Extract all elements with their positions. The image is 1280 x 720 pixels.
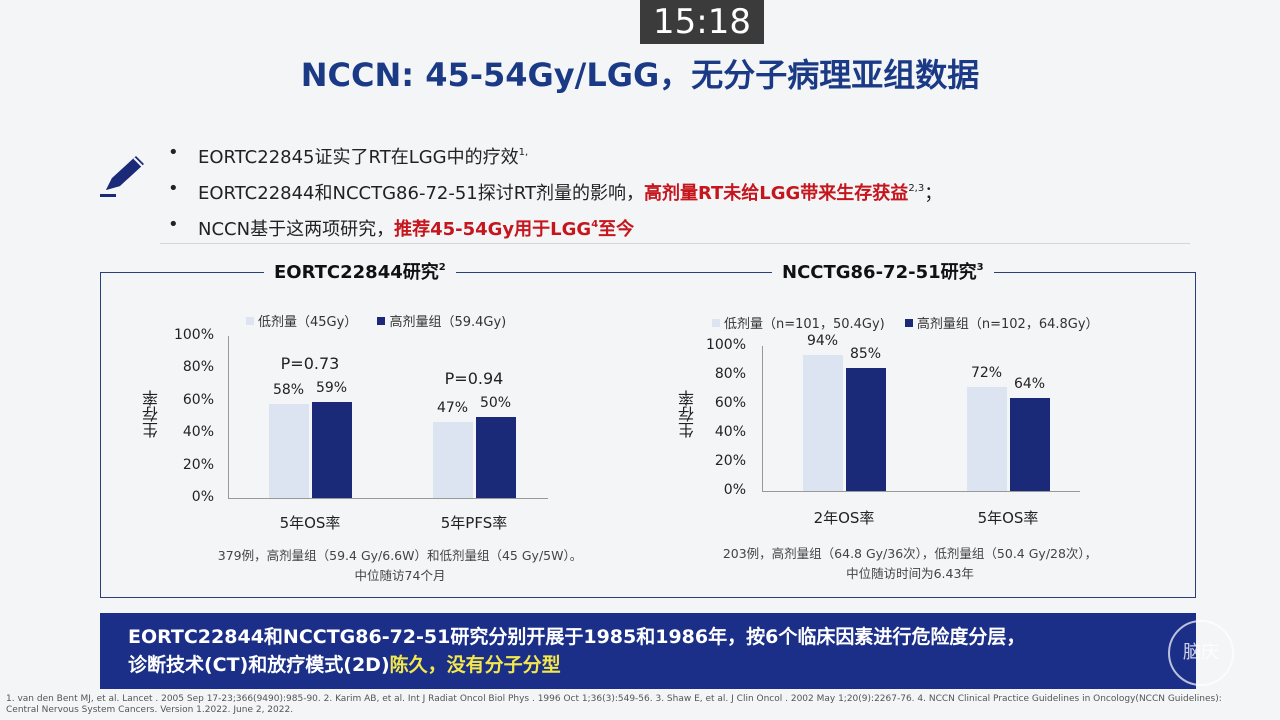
bullet-text: NCCN基于这两项研究， [198, 219, 395, 240]
x-axis-line [228, 498, 548, 499]
footnote-ref: 4 [591, 219, 599, 230]
left-legend: 低剂量（45Gy） 高剂量组（59.4Gy) [246, 311, 506, 330]
bar [475, 417, 516, 498]
x-tick-label: 5年PFS率 [440, 514, 508, 532]
legend-swatch [246, 317, 254, 325]
bar [311, 402, 352, 498]
summary-banner: EORTC22844和NCCTG86-72-51研究分别开展于1985和1986… [100, 613, 1196, 689]
y-tick-label: 80% [714, 366, 746, 382]
references: 1. van den Bent MJ, et al. Lancet . 2005… [6, 694, 1222, 715]
x-tick-label: 2年OS率 [813, 509, 875, 527]
x-tick-label: 5年OS率 [279, 514, 341, 532]
y-tick-label: 100% [705, 337, 746, 353]
timer-display: 15:18 [640, 0, 764, 44]
left-y-axis-label: 生存率 [142, 390, 161, 438]
right-y-axis-label: 生存率 [678, 390, 697, 438]
divider [160, 243, 1190, 244]
highlight-text: 高剂量RT未给LGG带来生存获益 [643, 183, 909, 204]
right-study-title: NCCTG86-72-51研究3 [772, 258, 994, 284]
y-tick-label: 100% [173, 327, 214, 343]
y-tick-label: 0% [723, 482, 746, 498]
y-axis-line [762, 346, 763, 491]
data-label: 85% [849, 345, 882, 362]
bar [802, 354, 843, 491]
bullet-text: EORTC22845证实了RT在LGG中的疗效 [198, 147, 519, 168]
highlight-text: 推荐45-54Gy用于LGG [394, 219, 592, 240]
y-tick-label: 80% [182, 359, 214, 376]
bullet-text: EORTC22844和NCCTG86-72-51探讨RT剂量的影响， [198, 183, 644, 204]
banner-line: EORTC22844和NCCTG86-72-51研究分别开展于1985和1986… [128, 626, 1026, 648]
bullet-item: EORTC22845证实了RT在LGG中的疗效1, [168, 140, 1168, 176]
bar [845, 367, 886, 491]
slide-title: NCCN: 45-54Gy/LGG，无分子病理亚组数据 [300, 56, 980, 94]
right-legend: 低剂量（n=101，50.4Gy) 高剂量组（n=102，64.8Gy） [712, 313, 1099, 332]
footnote-ref: 2,3 [908, 183, 925, 194]
y-tick-label: 40% [182, 424, 214, 441]
data-label: 50% [479, 395, 512, 411]
pencil-icon [100, 156, 144, 197]
study-panel [100, 272, 1196, 598]
y-tick-label: 0% [191, 489, 214, 505]
data-label: 64% [1013, 376, 1046, 393]
data-label: 72% [970, 364, 1003, 381]
data-label: 59% [315, 380, 348, 397]
p-value-label: P=0.94 [444, 369, 504, 388]
data-label: 94% [806, 332, 839, 349]
legend-swatch [377, 317, 386, 325]
x-tick-label: 5年OS率 [977, 509, 1039, 527]
right-study-note: 203例，高剂量组（64.8 Gy/36次），低剂量组（50.4 Gy/28次）… [722, 546, 1098, 581]
banner-line: 诊断技术(CT)和放疗模式(2D)陈久，没有分子分型 [128, 654, 561, 676]
highlight-text: 至今 [598, 219, 635, 240]
bar [268, 404, 309, 498]
bullet-item: EORTC22844和NCCTG86-72-51探讨RT剂量的影响，高剂量RT未… [168, 176, 1168, 212]
y-axis-line [228, 336, 229, 498]
left-study-note: 379例，高剂量组（59.4 Gy/6.6W）和低剂量组（45 Gy/5W）。中… [217, 548, 583, 583]
legend-swatch [712, 319, 720, 327]
y-tick-label: 40% [714, 424, 746, 440]
y-tick-label: 60% [182, 391, 214, 408]
legend-swatch [904, 319, 913, 327]
watermark-logo: 脑庆 [1168, 620, 1234, 686]
x-axis-line [762, 491, 1080, 492]
footnote-ref: 1, [518, 147, 529, 158]
y-tick-label: 20% [714, 453, 746, 469]
data-label: 47% [436, 399, 469, 416]
bar [966, 386, 1007, 491]
bar [1009, 398, 1050, 491]
bullet-item: NCCN基于这两项研究，推荐45-54Gy用于LGG4至今 [168, 212, 1168, 248]
bar [432, 421, 473, 498]
y-tick-label: 20% [182, 456, 214, 473]
y-tick-label: 60% [714, 395, 746, 411]
left-study-title: EORTC22844研究2 [264, 258, 456, 284]
bullet-list: EORTC22845证实了RT在LGG中的疗效1, EORTC22844和NCC… [168, 140, 1168, 248]
p-value-label: P=0.73 [280, 354, 340, 374]
bullet-text: ； [924, 183, 943, 204]
data-label: 58% [272, 382, 305, 399]
